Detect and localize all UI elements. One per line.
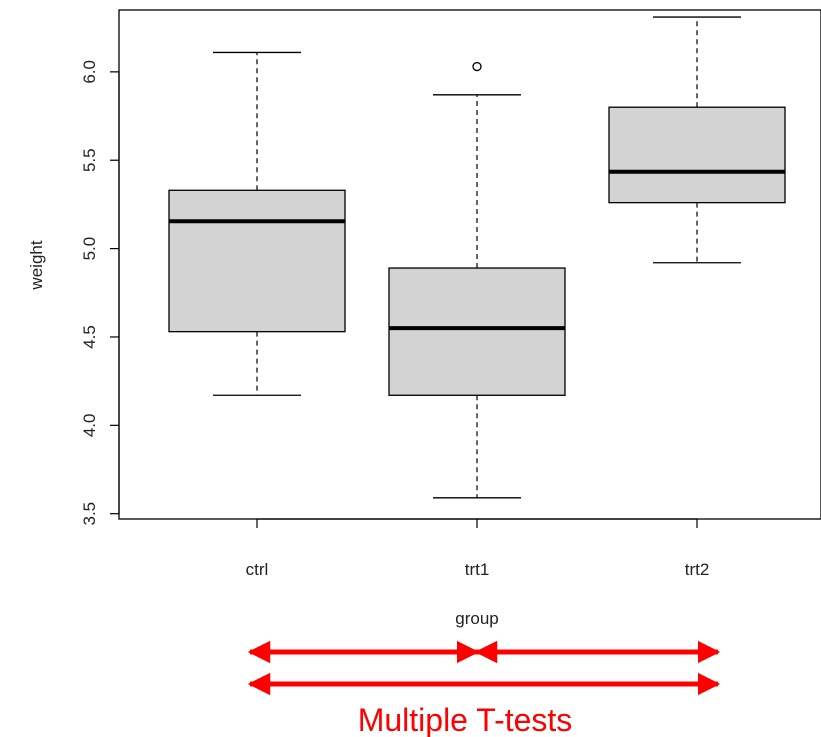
x-tick-label: trt2	[685, 560, 710, 579]
annotation-text: Multiple T-tests	[358, 702, 573, 737]
y-axis-label: weight	[27, 240, 46, 290]
box-trt2	[608, 16, 786, 264]
y-tick-label: 5.5	[80, 148, 99, 172]
x-axis: ctrl trt1 trt2	[246, 518, 710, 579]
y-tick-label: 3.5	[80, 502, 99, 526]
y-tick-label: 4.0	[80, 414, 99, 438]
y-tick-label: 5.0	[80, 237, 99, 261]
iqr-box	[168, 189, 346, 333]
x-axis-label: group	[455, 609, 498, 628]
box-ctrl	[168, 51, 346, 396]
y-tick-label: 6.0	[80, 60, 99, 84]
x-tick-label: ctrl	[246, 560, 269, 579]
outlier-point	[472, 61, 482, 72]
box-trt1	[388, 61, 566, 499]
iqr-box	[608, 106, 786, 204]
y-tick-label: 4.5	[80, 325, 99, 349]
x-tick-label: trt1	[465, 560, 490, 579]
y-axis: 3.5 4.0 4.5 5.0 5.5 6.0	[80, 60, 120, 526]
boxes	[168, 16, 786, 499]
iqr-box	[388, 267, 566, 396]
t-test-annotation	[247, 640, 721, 696]
